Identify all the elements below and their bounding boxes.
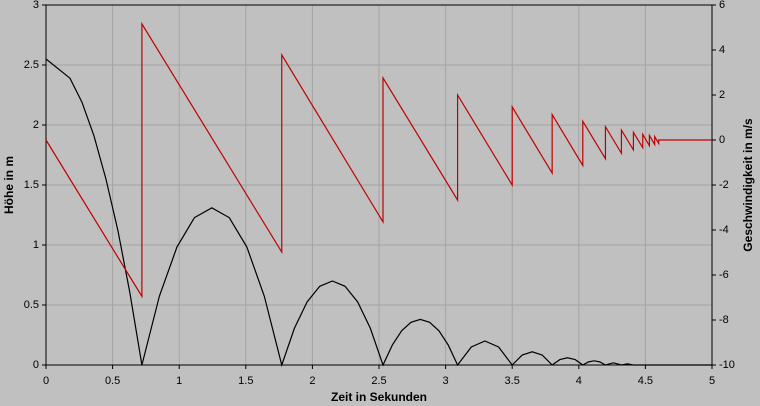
y-tick-label: 0.5 [24, 299, 39, 311]
y-tick-label: 1 [33, 239, 39, 251]
data-line [45, 21, 712, 299]
y2-tick-label: -8 [719, 314, 729, 326]
y2-tick-label: 4 [719, 44, 725, 56]
y2-tick-label: 6 [719, 0, 725, 11]
x-tick-label: 4.5 [638, 375, 653, 387]
x-tick-label: 2.5 [371, 375, 386, 387]
y-tick-label: 1.5 [24, 179, 39, 191]
y2-tick-label: 2 [719, 89, 725, 101]
x-tick-label: 4 [576, 375, 582, 387]
y-tick-label: 2.5 [24, 59, 39, 71]
x-tick-label: 1 [176, 375, 182, 387]
x-axis-label: Zeit in Sekunden [331, 390, 427, 404]
y2-tick-label: 0 [719, 134, 725, 146]
y2-tick-label: -4 [719, 224, 729, 236]
x-tick-label: 3.5 [505, 375, 520, 387]
y2-axis-label: Geschwindigkeit in m/s [741, 118, 755, 252]
x-tick-label: 0 [43, 375, 49, 387]
y-axis-label: Höhe in m [2, 156, 16, 214]
x-tick-label: 2 [309, 375, 315, 387]
x-tick-label: 1.5 [238, 375, 253, 387]
y2-tick-label: -2 [719, 179, 729, 191]
y2-tick-label: -6 [719, 269, 729, 281]
y-tick-label: 0 [33, 359, 39, 371]
data-line [45, 58, 712, 368]
plot-frame [45, 4, 713, 366]
x-tick-label: 3 [443, 375, 449, 387]
x-tick-label: 5 [709, 375, 715, 387]
y-tick-label: 2 [33, 119, 39, 131]
y2-tick-label: -10 [719, 359, 735, 371]
y-tick-label: 3 [33, 0, 39, 11]
x-tick-label: 0.5 [105, 375, 120, 387]
